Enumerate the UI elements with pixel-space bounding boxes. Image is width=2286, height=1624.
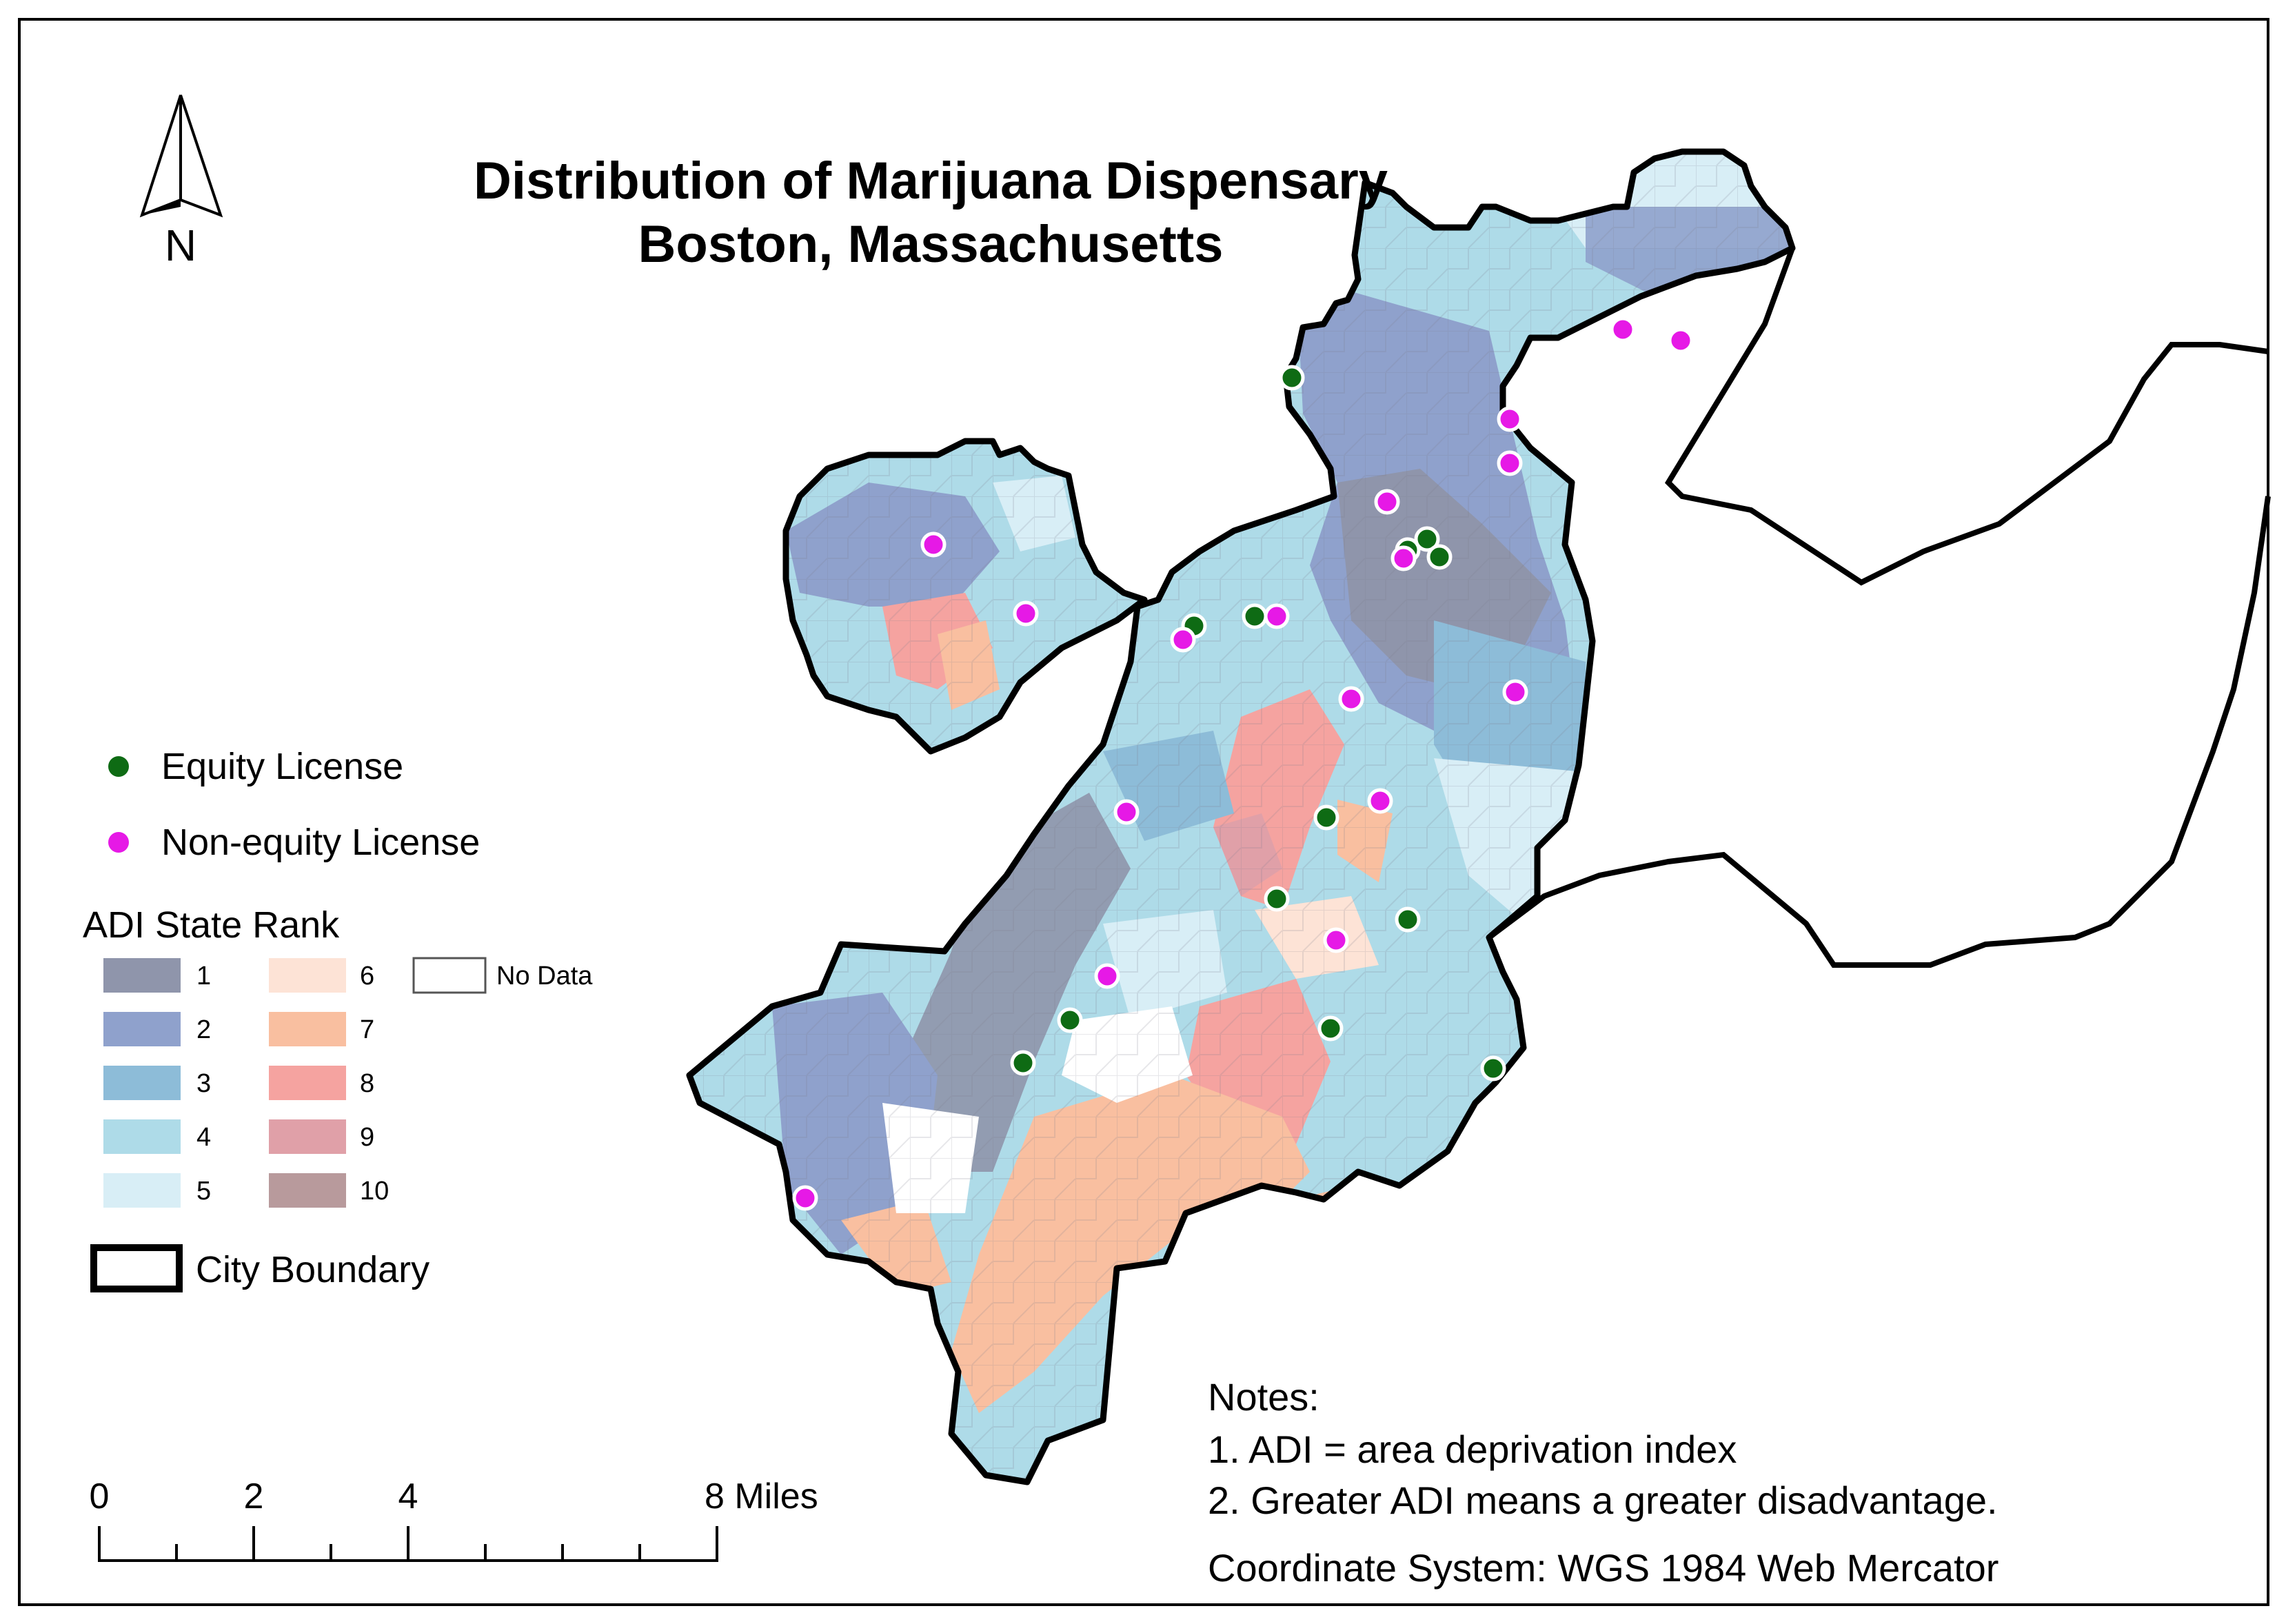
north-label: N <box>165 221 196 270</box>
legend-rank10-label: 10 <box>360 1177 389 1206</box>
legend-swatch-rank8 <box>269 1066 346 1100</box>
equity-dispensary-point <box>1279 365 1305 391</box>
dispensary-points <box>792 316 1694 1211</box>
scale-tick-4: 4 <box>398 1476 418 1516</box>
equity-dispensary-point <box>1264 886 1290 912</box>
city-boundary-boston <box>686 148 1796 1485</box>
legend-rank6-label: 6 <box>360 962 374 991</box>
nonequity-dispensary-point <box>1264 603 1290 629</box>
notes-line2: 2. Greater ADI means a greater disadvant… <box>1208 1479 1998 1522</box>
nonequity-dispensary-point <box>1390 545 1417 571</box>
nonequity-dispensary-point <box>1374 489 1400 515</box>
scale-tick-2: 2 <box>244 1476 264 1516</box>
legend-swatch-rank9 <box>269 1119 346 1154</box>
legend-rank3-label: 3 <box>196 1069 211 1098</box>
legend-swatch-rank6 <box>269 958 346 993</box>
nonequity-dispensary-point <box>1497 406 1523 432</box>
equity-dispensary-point <box>1242 603 1268 629</box>
notes: Notes: 1. ADI = area deprivation index 2… <box>1208 1375 1999 1590</box>
nonequity-dispensary-point <box>1502 679 1528 705</box>
nonequity-dispensary-point <box>1170 627 1196 653</box>
legend-rank4-label: 4 <box>196 1123 211 1152</box>
nonequity-dispensary-point <box>792 1185 818 1211</box>
north-arrow-icon <box>139 94 223 218</box>
legend-boundary-label: City Boundary <box>196 1249 429 1290</box>
equity-dispensary-point <box>1057 1007 1083 1033</box>
legend-rank8-label: 8 <box>360 1069 374 1098</box>
equity-dispensary-point <box>1395 906 1421 933</box>
neighbor-boundary <box>1664 247 2269 586</box>
legend-nodata-label: No Data <box>496 962 593 991</box>
scale-bar: 0 2 4 8 Miles <box>90 1476 818 1562</box>
legend-boundary-swatch <box>90 1244 183 1292</box>
legend: Equity License Non-equity License ADI St… <box>83 746 593 1292</box>
nonequity-dispensary-point <box>1367 788 1393 814</box>
legend-rank7-label: 7 <box>360 1015 374 1044</box>
legend-nonequity-icon <box>108 832 129 853</box>
notes-line1: 1. ADI = area deprivation index <box>1208 1428 1737 1471</box>
legend-adi-title: ADI State Rank <box>83 904 340 946</box>
legend-equity-icon <box>108 756 129 777</box>
nonequity-dispensary-point <box>1094 963 1120 989</box>
equity-dispensary-point <box>1414 526 1440 552</box>
map-title-line1: Distribution of Marijuana Dispensary <box>474 152 1388 210</box>
legend-rank1-label: 1 <box>196 962 211 991</box>
equity-dispensary-point <box>1313 804 1339 831</box>
legend-swatch-rank2 <box>103 1012 181 1046</box>
notes-crs: Coordinate System: WGS 1984 Web Mercator <box>1208 1546 1999 1590</box>
nonequity-dispensary-point <box>1610 316 1636 343</box>
nonequity-dispensary-point <box>1497 450 1523 476</box>
neighbor-boundary-south <box>1487 496 2271 968</box>
legend-rank2-label: 2 <box>196 1015 211 1044</box>
legend-swatch-rank7 <box>269 1012 346 1046</box>
legend-swatch-rank3 <box>103 1066 181 1100</box>
nonequity-dispensary-point <box>1013 600 1039 627</box>
legend-rank5-label: 5 <box>196 1177 211 1206</box>
nonequity-dispensary-point <box>1338 686 1364 712</box>
notes-heading: Notes: <box>1208 1375 1319 1419</box>
legend-equity-label: Equity License <box>161 746 403 787</box>
equity-dispensary-point <box>1010 1050 1036 1076</box>
nonequity-dispensary-point <box>1668 327 1694 354</box>
scale-tick-0: 0 <box>90 1476 110 1516</box>
legend-rank9-label: 9 <box>360 1123 374 1152</box>
equity-dispensary-point <box>1317 1015 1344 1042</box>
legend-nodata-swatch <box>412 957 487 994</box>
equity-dispensary-point <box>1426 544 1453 570</box>
legend-nonequity-label: Non-equity License <box>161 822 480 863</box>
equity-dispensary-point <box>1480 1055 1506 1082</box>
city-boundary-brighton <box>782 438 1148 755</box>
nonequity-dispensary-point <box>920 531 947 558</box>
legend-swatch-rank4 <box>103 1119 181 1154</box>
legend-swatch-rank5 <box>103 1173 181 1208</box>
nonequity-dispensary-point <box>1113 799 1140 825</box>
legend-swatch-rank10 <box>269 1173 346 1208</box>
legend-swatch-rank1 <box>103 958 181 993</box>
map-title-line2: Boston, Massachusetts <box>638 215 1224 274</box>
nonequity-dispensary-point <box>1323 927 1349 953</box>
scale-tick-8: 8 Miles <box>705 1476 818 1516</box>
